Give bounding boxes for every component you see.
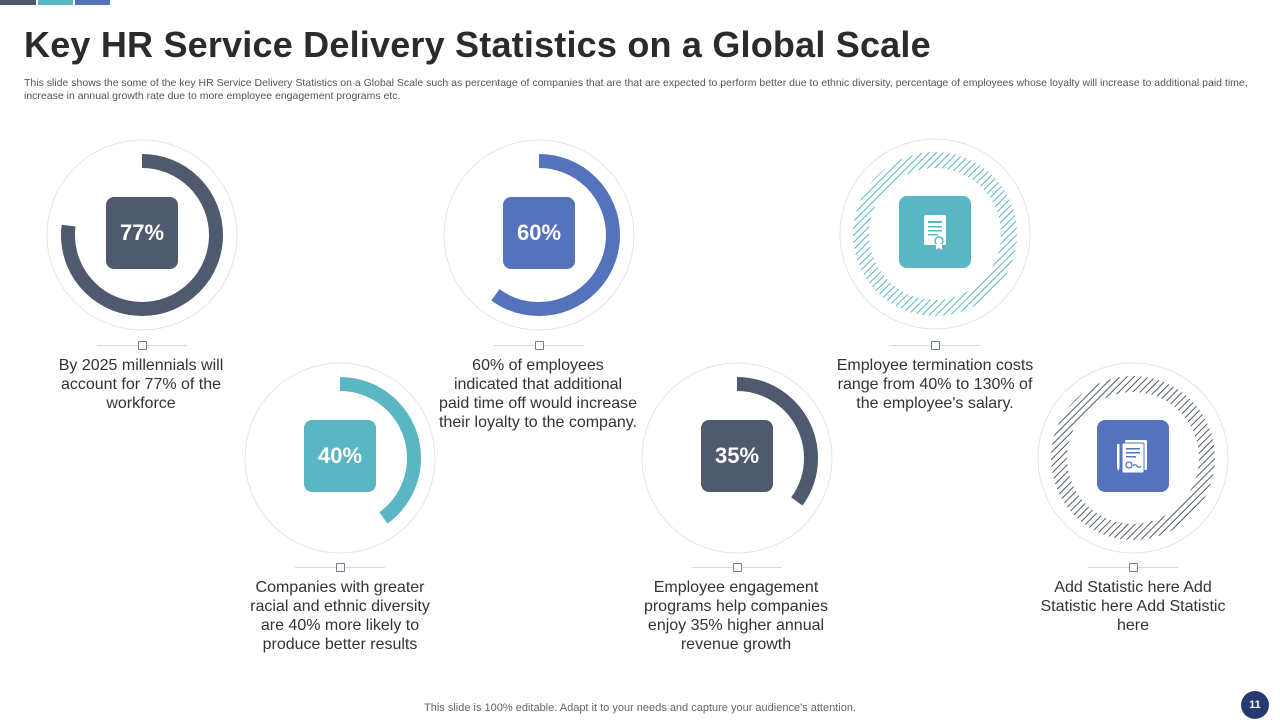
accent-segment-2 [38, 0, 73, 5]
icon-badge [899, 196, 971, 268]
stat-description: Companies with greater racial and ethnic… [250, 579, 430, 653]
progress-arc [458, 154, 620, 316]
icon-badge [1097, 420, 1169, 492]
stat-value-badge: 40% [304, 420, 376, 492]
stat-description: By 2025 millennials will account for 77%… [58, 357, 224, 412]
accent-segment-3 [75, 0, 110, 5]
stat-description: Add Statistic here Add Statistic here Ad… [1040, 579, 1226, 634]
progress-arc [656, 377, 818, 539]
slide-title: Key HR Service Delivery Statistics on a … [24, 24, 931, 65]
stat-value-badge: 35% [701, 420, 773, 492]
progress-arc [259, 377, 421, 539]
stat-millennials: 77% [45, 138, 239, 332]
slide-footer: This slide is 100% editable. Adapt it to… [424, 702, 856, 714]
stat-diversity: 40% [243, 361, 437, 555]
stat-engagement: 35% [640, 361, 834, 555]
stat-paid-time-off: 60% [442, 138, 636, 332]
connector [1088, 563, 1178, 573]
slide-subtitle: This slide shows the some of the key HR … [24, 77, 1248, 102]
connector [692, 563, 782, 573]
connector [890, 341, 980, 351]
accent-segment-1 [0, 0, 36, 5]
stat-description: 60% of employees indicated that addition… [438, 357, 638, 431]
connector [97, 341, 187, 351]
connector [494, 341, 584, 351]
stat-value-badge: 60% [503, 197, 575, 269]
stat-description: Employee termination costs range from 40… [836, 357, 1034, 412]
connector [295, 563, 385, 573]
progress-arc [61, 154, 223, 316]
contract-document-icon [1117, 440, 1147, 474]
stat-description: Employee engagement programs help compan… [643, 579, 829, 653]
stat-placeholder [1036, 361, 1230, 555]
stat-value-badge: 77% [106, 197, 178, 269]
stat-termination-costs [838, 137, 1032, 331]
certificate-icon [924, 215, 946, 250]
page-number: 11 [1241, 691, 1269, 719]
